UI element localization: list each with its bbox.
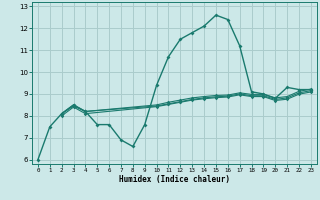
X-axis label: Humidex (Indice chaleur): Humidex (Indice chaleur) — [119, 175, 230, 184]
